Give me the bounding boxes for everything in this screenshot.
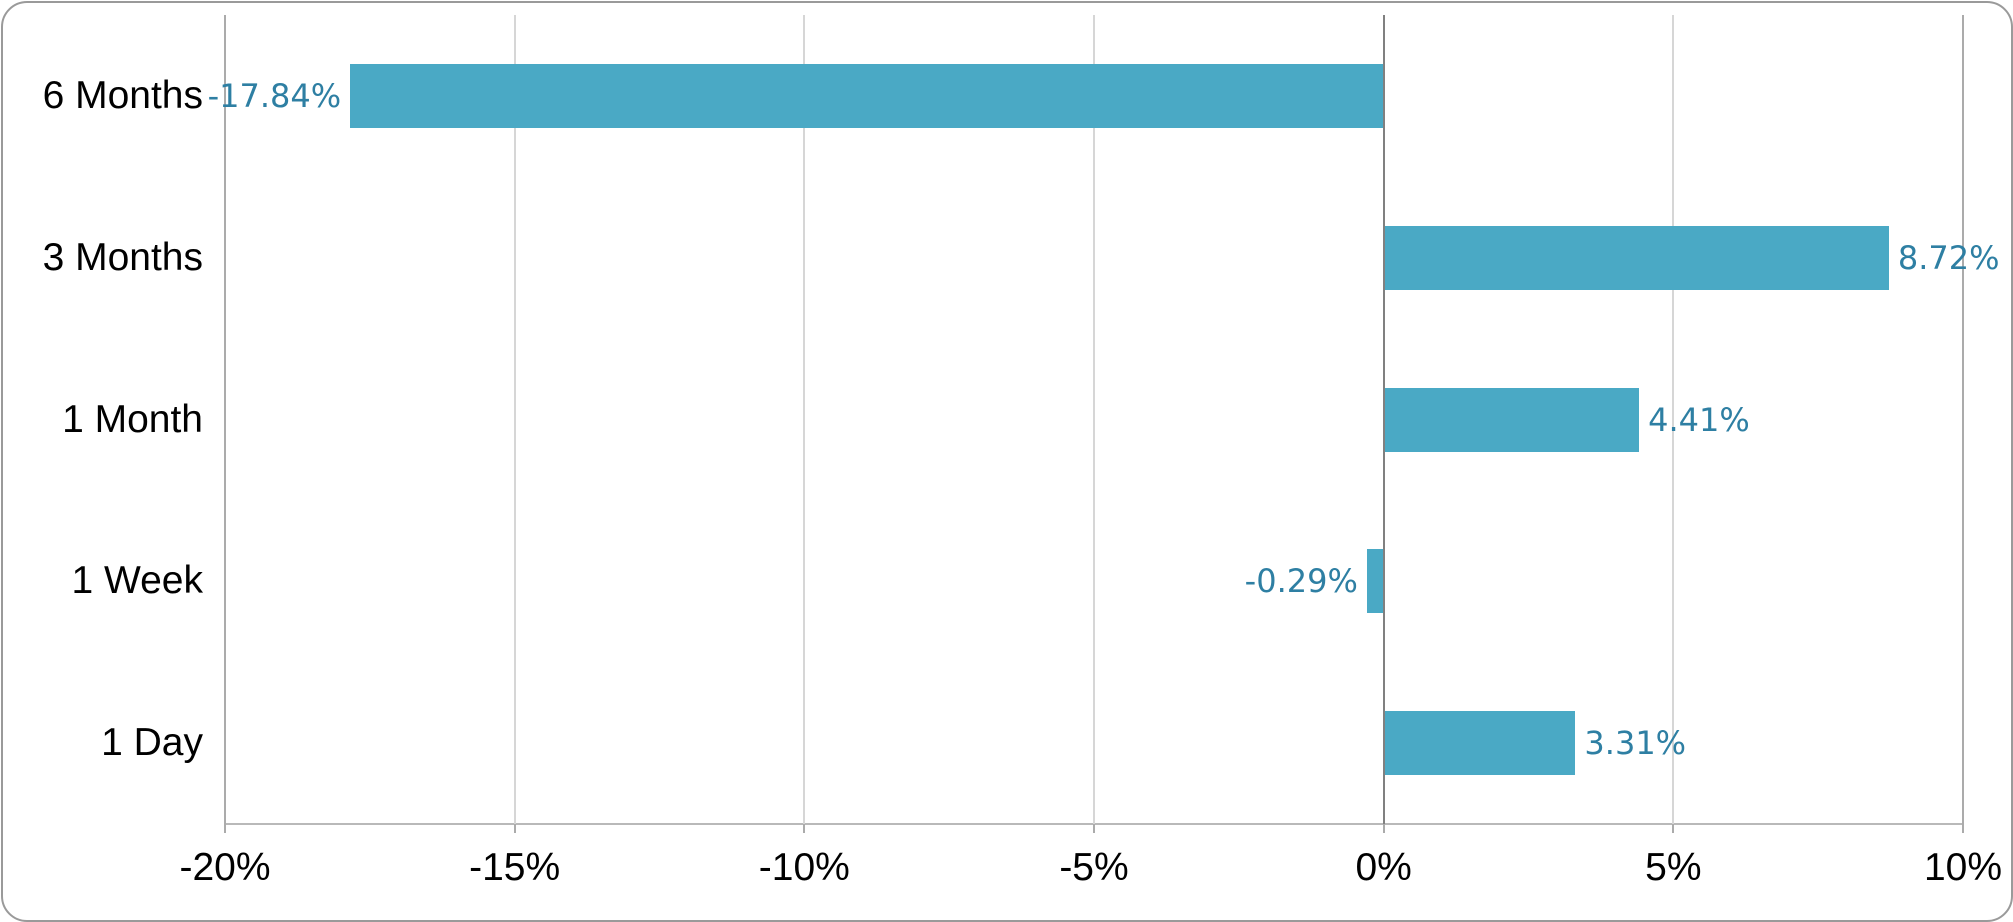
x-axis-tick xyxy=(224,824,226,833)
x-axis-tick xyxy=(1962,824,1964,833)
x-axis-tick-label: 5% xyxy=(1645,846,1702,889)
bar-value-label: 8.72% xyxy=(1897,238,2000,277)
x-axis-tick-label: -5% xyxy=(1059,846,1129,889)
gridline xyxy=(224,15,226,824)
x-axis-tick-label: 0% xyxy=(1355,846,1412,889)
category-label-1-day: 1 Day xyxy=(101,721,203,765)
x-axis-tick xyxy=(513,824,516,833)
bar-3-months xyxy=(1383,225,1889,290)
x-axis-tick xyxy=(1672,824,1675,833)
gridline xyxy=(513,15,516,824)
category-label-3-months: 3 Months xyxy=(42,235,203,279)
x-axis-tick xyxy=(803,824,806,833)
bar-value-label: -0.29% xyxy=(1244,562,1358,601)
x-axis-tick-label: -15% xyxy=(469,846,561,889)
zero-axis-line xyxy=(1382,15,1385,824)
x-axis-tick-label: -20% xyxy=(179,846,271,889)
category-label-1-week: 1 Week xyxy=(71,559,203,603)
bar-6-months xyxy=(350,63,1384,128)
x-axis-tick xyxy=(1093,824,1095,833)
gridline xyxy=(1093,15,1095,824)
gridline xyxy=(1672,15,1675,824)
bar-value-label: 3.31% xyxy=(1584,724,1687,763)
gridline xyxy=(1962,15,1964,824)
plot-area: -17.84% 8.72% 4.41% -0.29% 3.31% xyxy=(208,15,2000,824)
x-axis-tick-label: 10% xyxy=(1923,846,2003,889)
bar-value-label: 4.41% xyxy=(1648,400,1750,439)
category-label-1-month: 1 Month xyxy=(62,397,203,441)
bar-1-week xyxy=(1366,549,1384,614)
bar-1-day xyxy=(1383,711,1576,776)
category-label-6-months: 6 Months xyxy=(42,73,203,117)
bar-1-month xyxy=(1383,387,1640,452)
x-axis-tick xyxy=(1382,824,1385,833)
x-axis-tick-label: -10% xyxy=(758,846,850,889)
bar-value-label: -17.84% xyxy=(207,76,342,115)
gridline xyxy=(803,15,806,824)
